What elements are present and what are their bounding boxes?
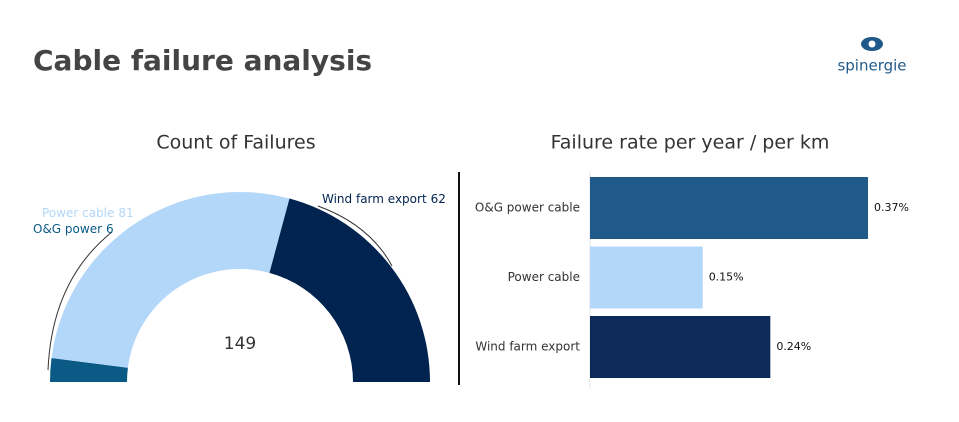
- bar: [590, 177, 868, 239]
- value-label: 0.37%: [874, 201, 909, 214]
- donut-segment: [51, 192, 290, 368]
- value-label: 0.15%: [709, 271, 744, 284]
- donut-segment: [50, 358, 128, 382]
- page-title: Cable failure analysis: [33, 44, 372, 77]
- label-value: 6: [106, 222, 114, 236]
- chart-title: Count of Failures: [156, 132, 315, 154]
- center-total: 149: [224, 334, 256, 354]
- category-label: Wind farm export: [475, 340, 580, 354]
- data-label: O&G power 6: [33, 222, 114, 236]
- label-value: 81: [118, 206, 133, 220]
- category-label: O&G power cable: [475, 201, 580, 215]
- bar: [590, 316, 771, 378]
- logo-icon-pupil: [868, 40, 876, 48]
- logo-text: spinergie: [837, 57, 906, 75]
- bar: [590, 246, 703, 309]
- label-name: Wind farm export: [322, 192, 427, 206]
- donut-segment: [269, 198, 431, 382]
- leader-line: [47, 231, 113, 371]
- value-label: 0.24%: [776, 340, 811, 353]
- label-value: 62: [431, 192, 446, 206]
- data-label: Power cable 81: [42, 206, 134, 220]
- category-label: Power cable: [508, 270, 580, 284]
- leader-line: [317, 205, 393, 267]
- label-name: O&G power: [33, 222, 102, 236]
- label-name: Power cable: [42, 206, 114, 220]
- logo: spinergie: [837, 37, 907, 75]
- data-label: Wind farm export 62: [322, 192, 446, 206]
- chart-title: Failure rate per year / per km: [551, 132, 830, 154]
